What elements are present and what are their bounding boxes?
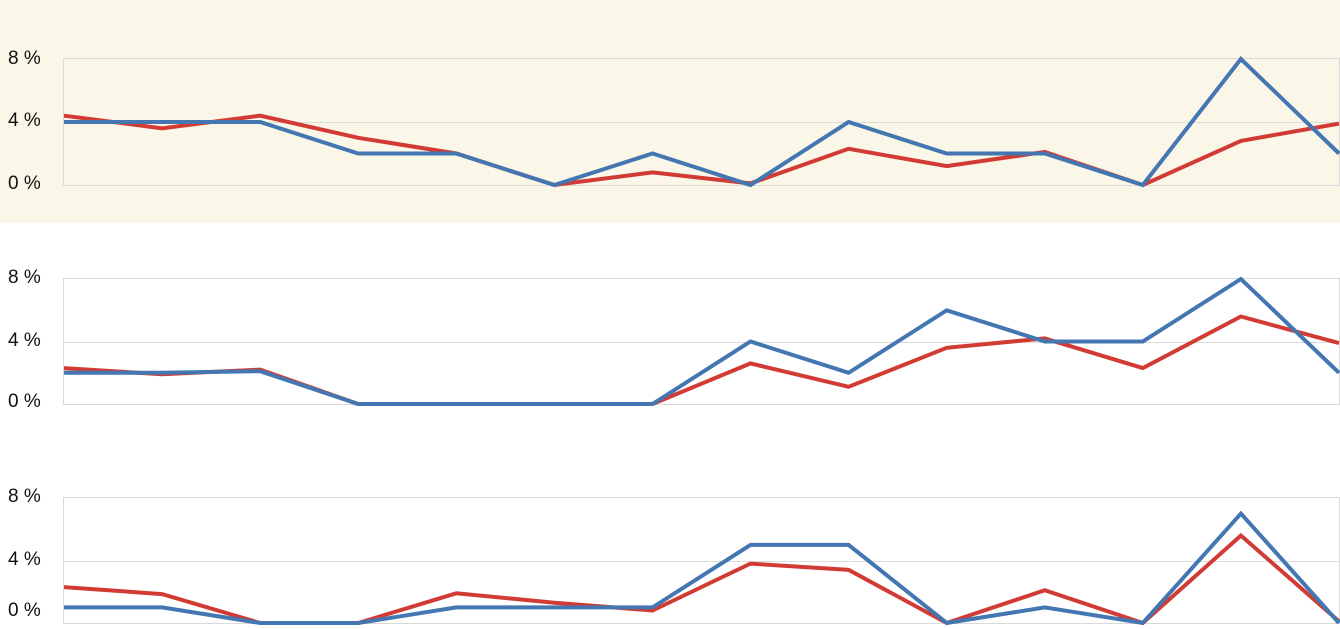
blue-series-line [64, 56, 1340, 188]
chart-1-ytick-4: 4 % [8, 110, 41, 131]
chart-3-ytick-0: 0 % [8, 600, 41, 621]
chart-1-plot-area [63, 56, 1340, 188]
chart-1-lines [63, 56, 1340, 188]
red-series-line [63, 532, 1340, 626]
chart-2-ytick-8: 8 % [8, 267, 41, 288]
red-series-line [63, 113, 1340, 188]
chart-2-lines [63, 276, 1340, 406]
chart-3-gridline-4pct [64, 560, 1339, 562]
chart-3-ytick-4: 4 % [8, 549, 41, 570]
chart-2-gridline-4pct [64, 341, 1339, 343]
chart-1-ytick-0: 0 % [8, 173, 41, 194]
chart-1-gridline-4pct [64, 122, 1339, 123]
chart-2-ytick-0: 0 % [8, 391, 41, 412]
chart-3-ytick-8: 8 % [8, 486, 41, 507]
blue-series-line [64, 276, 1340, 406]
chart-2-ytick-4: 4 % [8, 330, 41, 351]
red-series-line [63, 314, 1340, 406]
chart-3-lines [63, 510, 1340, 626]
chart-2-plot-area [63, 276, 1340, 406]
chart-3-plot-area [63, 497, 1340, 626]
chart-1-ytick-8: 8 % [8, 48, 41, 69]
blue-series-line [64, 510, 1340, 626]
